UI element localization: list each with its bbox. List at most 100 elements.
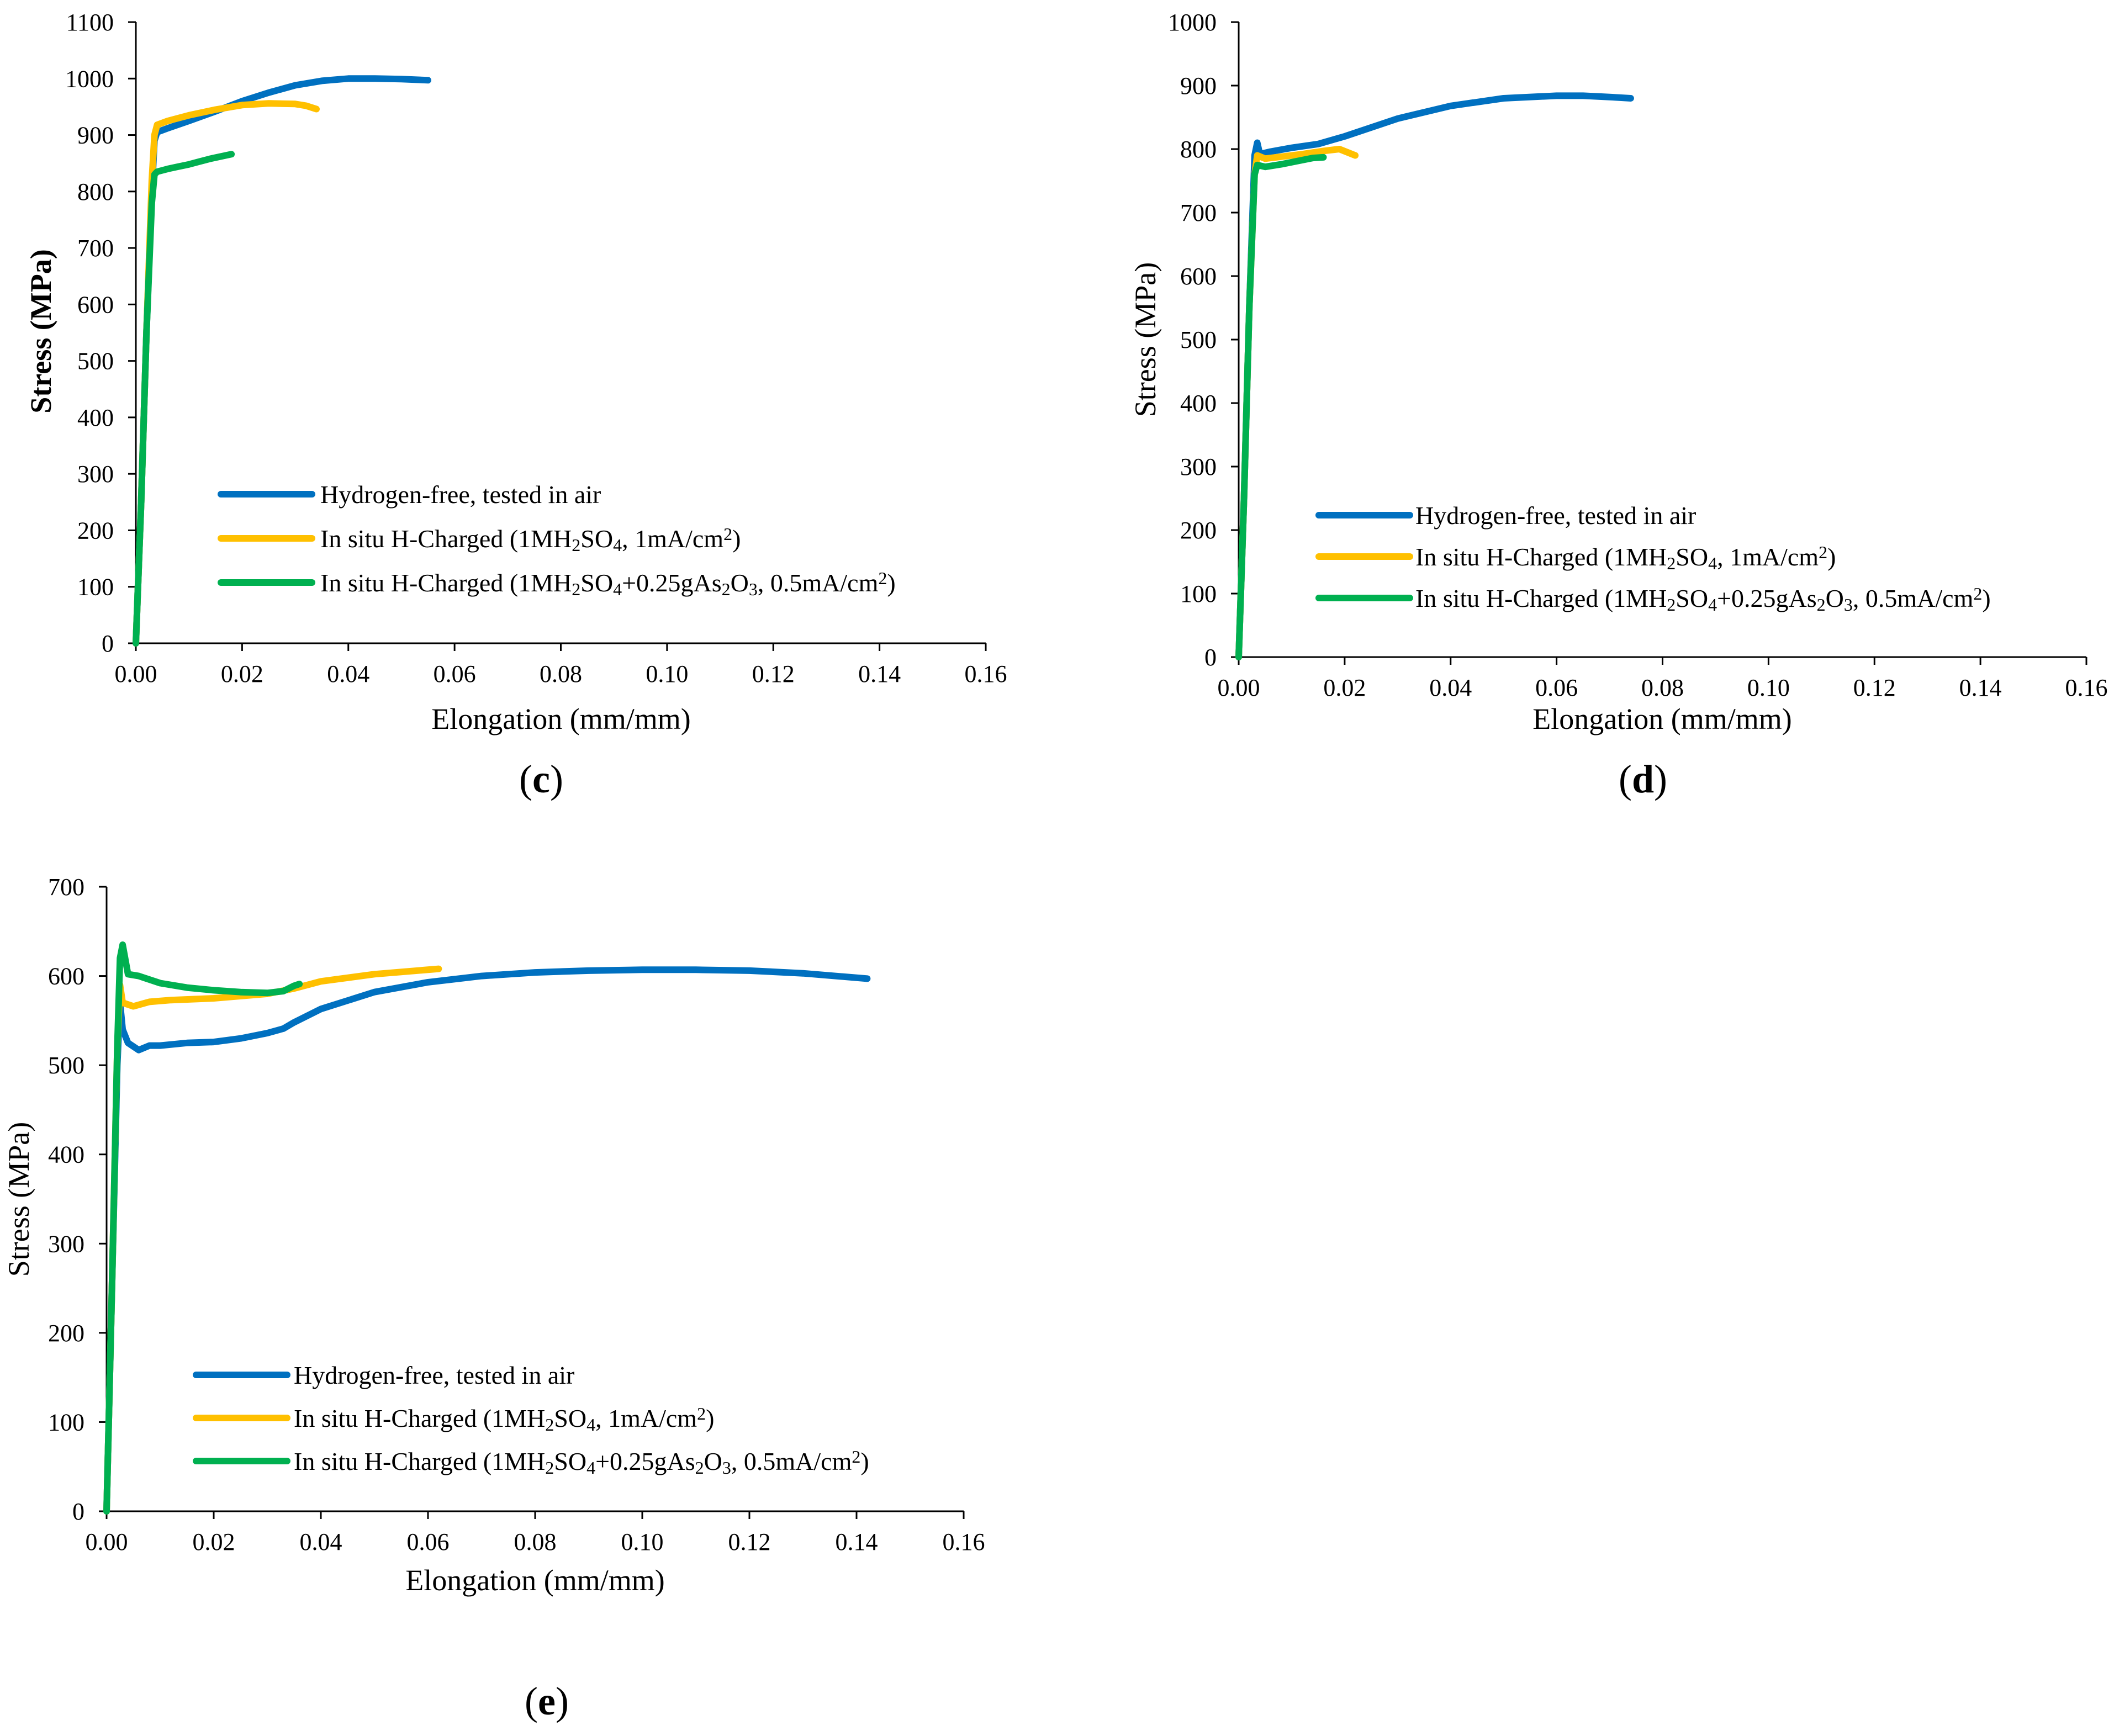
chart-panel-c: 0.00 0.02 0.04 0.06 0.08 0.10 0.12 0.14 0.16 0 100… (24, 9, 1007, 801)
legend-text-part: , 1mA/cm (622, 525, 723, 553)
y-axis-label: Stress (MPa) (2, 1122, 35, 1277)
x-tick-label: 0.02 (1323, 674, 1366, 701)
panel-label-paren: ) (550, 757, 563, 801)
y-axis-label: Stress (MPa) (1129, 262, 1162, 417)
y-tick-label: 800 (77, 178, 114, 205)
x-axis-label: Elongation (mm/mm) (431, 702, 690, 735)
legend-text-part: ) (706, 1404, 714, 1432)
y-tick-label: 200 (48, 1320, 84, 1347)
legend-text-part: ) (887, 569, 895, 597)
legend-text-part: ) (1982, 584, 1990, 612)
chart-panel-e: 0.00 0.02 0.04 0.06 0.08 0.10 0.12 0.14 0.16 0 100… (2, 874, 985, 1723)
x-tick-label: 0.04 (327, 660, 369, 687)
legend-text-part: Hydrogen-free, tested in air (320, 480, 601, 509)
panel-label: (c) (519, 757, 563, 801)
x-tick-label: 0.10 (646, 660, 688, 687)
legend-text-part: , 0.5mA/cm (758, 569, 879, 597)
legend-superscript: 2 (852, 1447, 860, 1467)
x-tick-label: 0.12 (1853, 674, 1896, 701)
y-tick-label: 600 (77, 291, 114, 318)
legend-subscript: 3 (722, 1458, 731, 1478)
y-tick-label: 0 (72, 1498, 84, 1525)
x-tick-label: 0.12 (752, 660, 795, 687)
legend-text-part: O (731, 569, 749, 597)
legend-text-part: SO (554, 1404, 586, 1432)
legend-text-part: SO (1676, 584, 1708, 612)
series-line-yellow (1235, 146, 1359, 660)
x-tick-label: 0.00 (86, 1528, 128, 1555)
legend-text-part: SO (580, 525, 613, 553)
y-tick-label: 400 (48, 1141, 84, 1168)
legend-text-part: In situ H-Charged (1MH (320, 525, 572, 553)
x-tick-label: 0.06 (1535, 674, 1578, 701)
x-tick-label: 0.14 (858, 660, 901, 687)
x-tick-label: 0.04 (1429, 674, 1472, 701)
legend-text-part: +0.25gAs (1717, 584, 1817, 612)
y-tick-label: 600 (1180, 263, 1217, 290)
legend-subscript: 4 (613, 579, 622, 599)
legend-text-2: In situ H-Charged (1MH2SO4+0.25gAs2O3, 0… (294, 1447, 869, 1478)
y-tick-label: 900 (1180, 72, 1217, 99)
y-tick-label: 500 (1180, 326, 1217, 353)
panel-letter: c (532, 757, 550, 801)
legend-subscript: 2 (1817, 595, 1826, 615)
x-tick-label: 0.14 (836, 1528, 878, 1555)
panel-label-paren: ( (1619, 757, 1632, 801)
legend-text-part: +0.25gAs (622, 569, 722, 597)
series-line-blue (1235, 92, 1634, 660)
series-line-yellow (133, 100, 320, 647)
legend-subscript: 2 (722, 579, 731, 599)
legend-text-part: , 0.5mA/cm (1853, 584, 1974, 612)
panel-letter: d (1632, 757, 1654, 801)
x-tick-label: 0.08 (1641, 674, 1684, 701)
y-tick-label: 400 (77, 404, 114, 431)
legend-superscript: 2 (1973, 584, 1982, 604)
legend-superscript: 2 (1819, 542, 1827, 562)
legend-text-part: In situ H-Charged (1MH (320, 569, 572, 597)
x-tick-label: 0.02 (221, 660, 263, 687)
y-tick-label: 400 (1180, 390, 1217, 417)
y-tick-label: 200 (1180, 517, 1217, 544)
y-tick-label: 1000 (65, 65, 114, 92)
series-line-green (103, 941, 303, 1515)
legend-text-part: , 0.5mA/cm (731, 1447, 852, 1475)
legend-text-part: ) (1827, 543, 1836, 571)
legend-subscript: 4 (613, 535, 622, 555)
legend-text-0: Hydrogen-free, tested in air (1415, 501, 1696, 530)
legend-text-part: ) (860, 1447, 869, 1475)
y-tick-label: 900 (77, 122, 114, 149)
y-tick-label: 1100 (66, 9, 114, 36)
legend-subscript: 3 (1844, 595, 1853, 615)
legend-superscript: 2 (697, 1404, 706, 1423)
legend-subscript: 2 (1667, 553, 1676, 573)
legend-text-part: In situ H-Charged (1MH (294, 1447, 545, 1475)
y-tick-label: 300 (77, 461, 114, 488)
legend-text-part: SO (1676, 543, 1708, 571)
legend-subscript: 4 (1708, 595, 1717, 615)
x-tick-label: 0.10 (1747, 674, 1790, 701)
legend-text-part: Hydrogen-free, tested in air (294, 1361, 574, 1389)
x-tick-label: 0.04 (300, 1528, 342, 1555)
y-tick-label: 300 (1180, 453, 1217, 480)
x-tick-label: 0.16 (965, 660, 1007, 687)
legend-text-part: O (704, 1447, 722, 1475)
panel-label-paren: ) (1654, 757, 1667, 801)
series-line-green (133, 151, 235, 647)
y-tick-label: 700 (1180, 199, 1217, 226)
legend-text-0: Hydrogen-free, tested in air (320, 480, 601, 509)
y-tick-label: 100 (48, 1409, 84, 1436)
y-tick-label: 500 (77, 348, 114, 375)
legend-subscript: 4 (1708, 553, 1717, 573)
legend-text-part: Hydrogen-free, tested in air (1415, 501, 1696, 530)
x-tick-label: 0.06 (407, 1528, 450, 1555)
legend-text-part: In situ H-Charged (1MH (1415, 584, 1667, 612)
y-tick-label: 100 (1180, 580, 1217, 607)
series-line-blue (103, 966, 871, 1515)
x-tick-label: 0.00 (1218, 674, 1260, 701)
chart-panel-d: 0.00 0.02 0.04 0.06 0.08 0.10 0.12 0.14 0.16 0 100… (1129, 9, 2108, 801)
series-line-green (1235, 154, 1327, 660)
legend-text-part: O (1826, 584, 1844, 612)
legend-subscript: 2 (695, 1458, 704, 1478)
legend-text-part: , 1mA/cm (1717, 543, 1819, 571)
panel-label-paren: ) (556, 1679, 569, 1723)
